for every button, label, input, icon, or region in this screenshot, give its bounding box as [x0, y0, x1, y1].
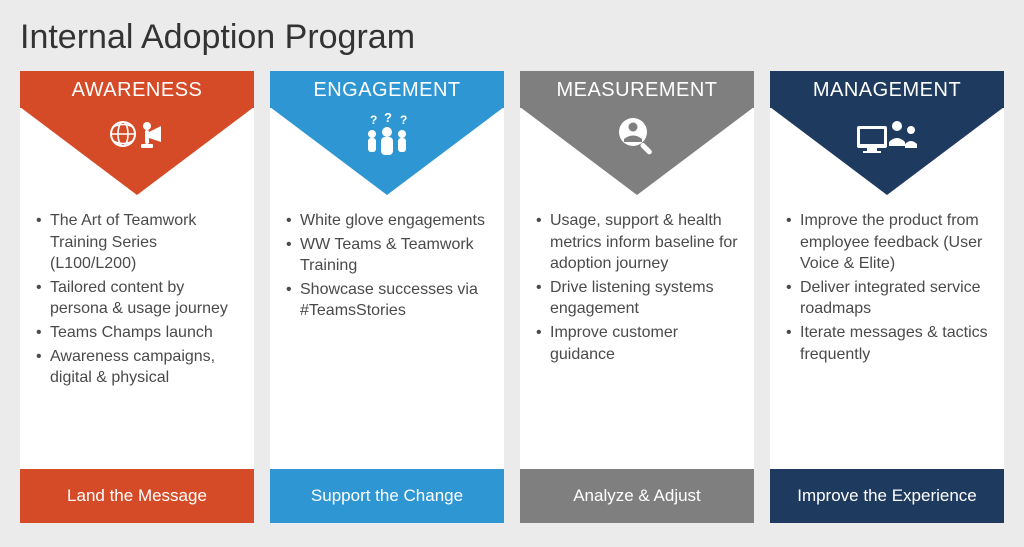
bullet-item: Tailored content by persona & usage jour… [34, 277, 240, 320]
column-header-engagement: ENGAGEMENT [270, 71, 504, 108]
svg-text:?: ? [400, 113, 407, 127]
column-footer-awareness: Land the Message [20, 469, 254, 523]
column-header-measurement: MEASUREMENT [520, 71, 754, 108]
chevron-awareness [20, 108, 254, 196]
column-measurement: MEASUREMENT Usage, support & health metr… [520, 71, 754, 523]
monitor-team-icon [851, 112, 923, 165]
bullets-engagement: White glove engagements WW Teams & Teamw… [270, 196, 504, 469]
svg-text:?: ? [370, 113, 377, 127]
column-awareness: AWARENESS [20, 71, 254, 523]
column-management: MANAGEMENT Impr [770, 71, 1004, 523]
globe-megaphone-icon [105, 112, 169, 161]
chevron-management [770, 108, 1004, 196]
bullet-item: WW Teams & Teamwork Training [284, 234, 490, 277]
bullet-item: Iterate messages & tactics frequently [784, 322, 990, 365]
column-engagement: ENGAGEMENT ? ? ? W [270, 71, 504, 523]
bullet-item: White glove engagements [284, 210, 490, 232]
magnify-person-icon [611, 112, 663, 165]
bullet-item: Improve customer guidance [534, 322, 740, 365]
bullet-item: Awareness campaigns, digital & physical [34, 346, 240, 389]
bullets-management: Improve the product from employee feedba… [770, 196, 1004, 469]
column-header-awareness: AWARENESS [20, 71, 254, 108]
bullet-item: Usage, support & health metrics inform b… [534, 210, 740, 275]
bullet-item: Teams Champs launch [34, 322, 240, 344]
page-title: Internal Adoption Program [20, 18, 1004, 57]
bullet-item: The Art of Teamwork Training Series (L10… [34, 210, 240, 275]
bullet-item: Deliver integrated service roadmaps [784, 277, 990, 320]
bullets-awareness: The Art of Teamwork Training Series (L10… [20, 196, 254, 469]
svg-text:?: ? [384, 112, 392, 125]
column-footer-management: Improve the Experience [770, 469, 1004, 523]
people-questions-icon: ? ? ? [352, 112, 422, 165]
columns-container: AWARENESS [20, 71, 1004, 523]
column-footer-measurement: Analyze & Adjust [520, 469, 754, 523]
chevron-measurement [520, 108, 754, 196]
bullets-measurement: Usage, support & health metrics inform b… [520, 196, 754, 469]
bullet-item: Showcase successes via #TeamsStories [284, 279, 490, 322]
column-header-management: MANAGEMENT [770, 71, 1004, 108]
bullet-item: Improve the product from employee feedba… [784, 210, 990, 275]
column-footer-engagement: Support the Change [270, 469, 504, 523]
chevron-engagement: ? ? ? [270, 108, 504, 196]
bullet-item: Drive listening systems engagement [534, 277, 740, 320]
